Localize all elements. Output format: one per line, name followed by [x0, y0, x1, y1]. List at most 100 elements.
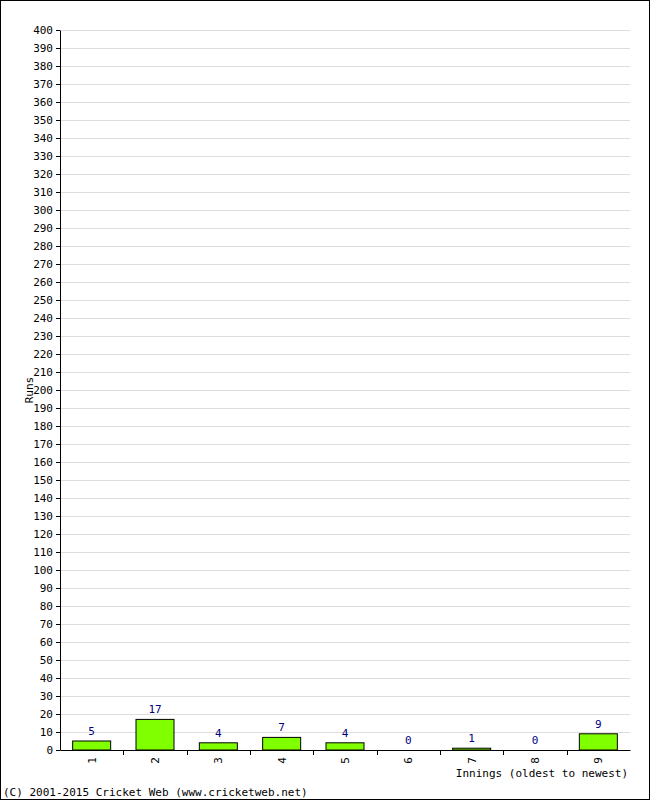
grid-line — [60, 372, 630, 373]
y-axis-line — [60, 31, 61, 751]
x-tick: 9 — [592, 750, 605, 764]
grid-line — [60, 444, 630, 445]
y-tick: 250 — [33, 294, 60, 307]
x-tick: 7 — [466, 750, 479, 764]
y-tick: 360 — [33, 96, 60, 109]
y-tick: 380 — [33, 60, 60, 73]
y-tick: 180 — [33, 420, 60, 433]
y-tick: 150 — [33, 474, 60, 487]
grid-line — [60, 120, 630, 121]
annotation: (C) 2001-2015 Cricket Web (www.cricketwe… — [3, 786, 308, 799]
y-tick: 110 — [33, 546, 60, 559]
y-tick-label: 230 — [33, 330, 53, 343]
bar — [199, 743, 237, 750]
bar — [326, 743, 364, 750]
grid — [60, 31, 630, 751]
data-label: 4 — [342, 727, 349, 740]
x-tick-label: 1 — [86, 757, 99, 764]
x-separator — [377, 750, 378, 755]
y-tick-label: 350 — [33, 114, 53, 127]
bar — [136, 719, 174, 750]
y-tick-mark — [56, 444, 60, 445]
y-tick-label: 50 — [40, 654, 53, 667]
y-tick-mark — [56, 192, 60, 193]
y-tick: 300 — [33, 204, 60, 217]
grid-line — [60, 246, 630, 247]
grid-line — [60, 552, 630, 553]
y-tick: 160 — [33, 456, 60, 469]
y-tick-mark — [56, 372, 60, 373]
y-tick-label: 240 — [33, 312, 53, 325]
y-tick-label: 280 — [33, 240, 53, 253]
x-separator — [123, 750, 124, 755]
x-separator — [503, 750, 504, 755]
y-tick-label: 290 — [33, 222, 53, 235]
y-tick-mark — [56, 354, 60, 355]
grid-line — [60, 408, 630, 409]
y-tick-mark — [56, 264, 60, 265]
grid-line — [60, 300, 630, 301]
grid-line — [60, 228, 630, 229]
x-tick: 5 — [339, 750, 352, 764]
y-tick-mark — [56, 696, 60, 697]
y-tick: 220 — [33, 348, 60, 361]
grid-line — [60, 48, 630, 49]
y-tick: 400 — [33, 24, 60, 37]
y-tick-mark — [56, 174, 60, 175]
y-tick: 10 — [40, 726, 60, 739]
y-tick: 50 — [40, 654, 60, 667]
y-tick: 320 — [33, 168, 60, 181]
y-tick-label: 150 — [33, 474, 53, 487]
y-tick-mark — [56, 642, 60, 643]
y-tick-label: 220 — [33, 348, 53, 361]
x-tick-label: 2 — [149, 757, 162, 764]
y-tick-label: 30 — [40, 690, 53, 703]
y-tick: 190 — [33, 402, 60, 415]
y-tick-mark — [56, 120, 60, 121]
y-tick-label: 360 — [33, 96, 53, 109]
y-tick-label: 380 — [33, 60, 53, 73]
y-tick: 290 — [33, 222, 60, 235]
bar — [263, 737, 301, 750]
plot: 5174740109010203040506070809010011012013… — [33, 24, 630, 764]
y-tick-label: 180 — [33, 420, 53, 433]
y-tick-mark — [56, 336, 60, 337]
y-tick: 40 — [40, 672, 60, 685]
y-tick-label: 170 — [33, 438, 53, 451]
y-tick-mark — [56, 102, 60, 103]
data-label: 1 — [468, 732, 475, 745]
y-tick: 260 — [33, 276, 60, 289]
x-tick: 4 — [276, 750, 289, 764]
grid-line — [60, 156, 630, 157]
y-tick: 240 — [33, 312, 60, 325]
grid-line — [60, 462, 630, 463]
data-label: 4 — [215, 727, 222, 740]
y-tick-mark — [56, 606, 60, 607]
x-tick-label: 6 — [402, 757, 415, 764]
grid-line — [60, 606, 630, 607]
y-tick: 70 — [40, 618, 60, 631]
y-tick-mark — [56, 282, 60, 283]
bar — [73, 741, 111, 750]
y-tick: 60 — [40, 636, 60, 649]
y-tick-mark — [56, 156, 60, 157]
y-tick: 130 — [33, 510, 60, 523]
y-tick-label: 330 — [33, 150, 53, 163]
x-tick-label: 5 — [339, 757, 352, 764]
grid-line — [60, 426, 630, 427]
y-tick: 200 — [33, 384, 60, 397]
y-tick-mark — [56, 246, 60, 247]
y-tick-mark — [56, 516, 60, 517]
y-tick-label: 190 — [33, 402, 53, 415]
y-tick-mark — [56, 138, 60, 139]
y-tick-mark — [56, 426, 60, 427]
y-tick-mark — [56, 480, 60, 481]
y-tick: 210 — [33, 366, 60, 379]
grid-line — [60, 174, 630, 175]
grid-line — [60, 102, 630, 103]
y-tick-label: 120 — [33, 528, 53, 541]
x-tick-label: 4 — [276, 757, 289, 764]
y-tick-label: 0 — [46, 744, 53, 757]
y-tick: 230 — [33, 330, 60, 343]
y-tick-mark — [56, 66, 60, 67]
